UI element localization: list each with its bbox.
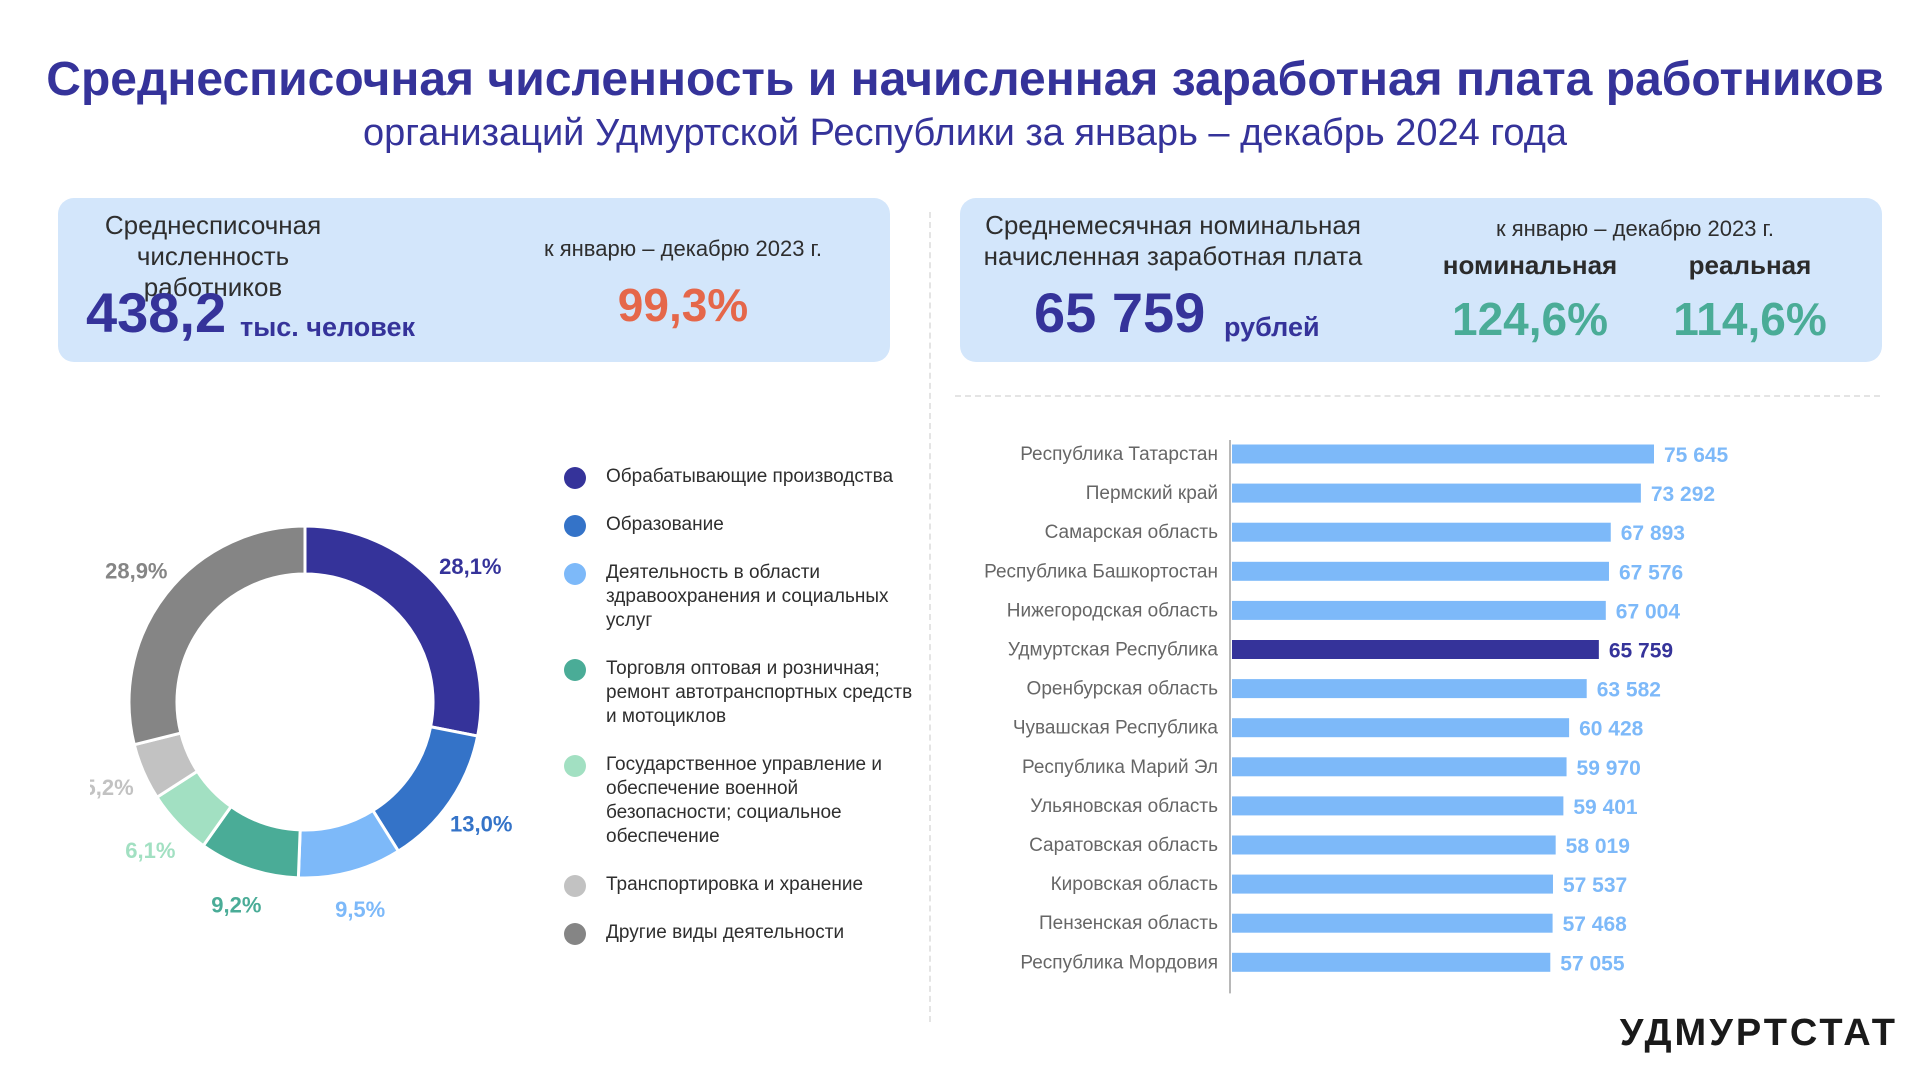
bar-value-label: 67 576 [1619,561,1683,584]
salary-bar [1232,796,1564,816]
bar-value-label: 57 468 [1563,913,1628,936]
bar-value-label: 58 019 [1566,835,1630,858]
salary-bar [1232,679,1587,699]
legend-color-swatch [564,467,586,489]
bar-value-label: 57 537 [1563,874,1627,897]
bar-category-label: Чувашская Республика [1013,718,1219,739]
bar-value-label: 60 428 [1579,718,1644,741]
bar-value-label: 57 055 [1560,952,1625,975]
salary-bar [1232,718,1570,738]
salary-bar [1232,444,1654,464]
salary-value: 65 759 [1034,281,1206,344]
salary-bar [1232,600,1606,620]
salary-bar [1232,561,1609,581]
legend-label: Торговля оптовая и розничная; ремонт авт… [606,658,913,727]
page-subtitle: организаций Удмуртской Республики за янв… [363,112,1567,154]
legend-label: Транспортировка и хранение [606,874,864,895]
bar-category-label: Нижегородская область [1007,600,1218,621]
salary-real-value: 114,6% [1673,293,1827,345]
legend-color-swatch [564,659,586,681]
salary-bar [1232,522,1611,542]
headcount-comparison-label: к январю – декабрю 2023 г. [543,236,823,261]
legend-label: Образование [606,514,724,535]
donut-slice-label: 28,9% [105,558,167,583]
horizontal-divider [955,395,1880,397]
headcount-value: 438,2 [86,281,227,344]
headcount-unit: тыс. человек [240,312,416,342]
bar-category-label: Удмуртская Республика [1008,640,1219,661]
salary-label-line2: начисленная заработная плата [983,241,1363,271]
salary-bar [1232,640,1599,659]
bar-value-label: 67 004 [1616,600,1681,623]
bar-value-label: 73 292 [1651,483,1715,506]
bar-value-label: 65 759 [1609,640,1673,663]
bar-category-label: Республика Башкортостан [984,561,1218,582]
bar-value-label: 67 893 [1621,522,1685,545]
donut-slice-label: 13,0% [450,811,512,836]
legend-label: Другие виды деятельности [606,922,845,943]
donut-slice-label: 6,1% [125,838,175,863]
donut-slice-label: 28,1% [439,554,501,579]
bar-value-label: 63 582 [1597,679,1661,702]
salary-bar [1232,952,1551,972]
legend-label: Деятельность в области здравоохранения и… [606,562,889,631]
bar-category-label: Республика Марий Эл [1022,757,1218,778]
salary-bar [1232,483,1641,503]
salary-nominal-value: 124,6% [1451,293,1608,345]
salary-nominal-label: номинальная [1442,250,1618,280]
udmurtstat-logo: УДМУРТСТАТ [1619,1012,1898,1054]
legend-label: Государственное управление и обеспечение… [606,754,883,847]
legend-color-swatch [564,515,586,537]
salary-bar [1232,874,1553,894]
salary-real-label: реальная [1688,250,1812,280]
legend-color-swatch [564,755,586,777]
salary-card: Среднемесячная номинальная начисленная з… [960,198,1882,362]
legend-color-swatch [564,923,586,945]
employment-donut-chart: 28,1% 13,0% 9,5% 9,2% 6,1% 5,2% 28,9% [90,524,512,922]
legend-color-swatch [564,875,586,897]
donut-slice-label: 5,2% [90,775,134,800]
headcount-label-line2: численность работников [136,241,290,302]
salary-bar [1232,757,1567,777]
bar-category-label: Республика Татарстан [1020,444,1218,465]
headcount-card: Среднесписочная численность работников 4… [58,198,890,362]
bar-category-label: Республика Мордовия [1020,952,1218,973]
salary-label-line1: Среднемесячная номинальная [985,210,1361,240]
bar-category-label: Кировская область [1051,874,1219,895]
salary-bar [1232,835,1556,855]
bar-category-label: Пермский край [1086,483,1218,504]
bar-category-label: Оренбурская область [1027,679,1219,700]
page-title: Среднесписочная численность и начисленна… [46,53,1884,106]
bar-category-label: Пензенская область [1039,913,1218,934]
bar-value-label: 75 645 [1664,444,1729,467]
donut-slice-label: 9,5% [335,897,385,922]
legend-label: Обрабатывающие производства [606,466,894,487]
salary-bar [1232,913,1553,933]
bar-category-label: Самарская область [1045,522,1219,543]
donut-slice [303,524,483,738]
headcount-label-line1: Среднесписочная [104,210,322,240]
bar-category-label: Ульяновская область [1030,796,1218,817]
vertical-divider [929,212,931,1022]
bar-value-label: 59 401 [1573,796,1638,819]
salary-label: Среднемесячная номинальная начисленная з… [968,210,1378,272]
bar-value-label: 59 970 [1577,757,1641,780]
donut-slice-label: 9,2% [211,893,261,918]
headcount-label: Среднесписочная численность работников [78,210,348,303]
bar-category-label: Саратовская область [1029,835,1218,856]
donut-slice [127,524,307,747]
headcount-comparison-value: 99,3% [617,279,749,331]
salary-unit: рублей [1224,312,1320,342]
salary-bar-chart: Республика Татарстан 75 645 Пермский край 7… [984,440,1729,994]
salary-comparison-label: к январю – декабрю 2023 г. [1495,216,1775,241]
legend-color-swatch [564,563,586,585]
